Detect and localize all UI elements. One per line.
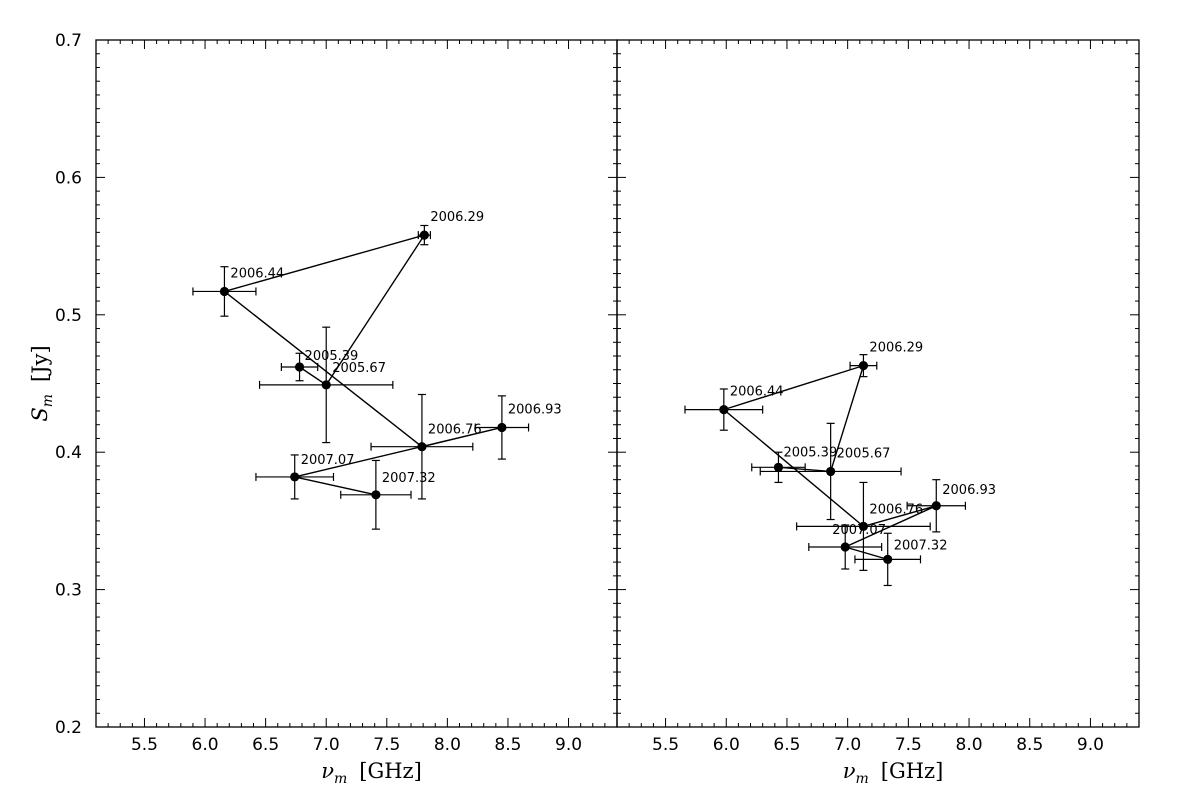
left-y-tick-label: 0.2 [55,718,82,738]
left-point-label: 2007.32 [382,471,436,486]
right-data-point [826,466,836,477]
left-point-label: 2007.07 [301,453,355,468]
right-x-tick-label: 7.0 [834,735,861,755]
left-y-tick-label: 0.5 [55,306,82,326]
right-x-tick-label: 7.5 [895,735,922,755]
left-y-tick-label: 0.6 [55,168,82,188]
left-series-line [222,233,503,496]
left-x-tick-label: 5.5 [131,735,158,755]
left-data-point [371,490,381,500]
panel-right: 5.5 6.0 6.5 7.0 7.5 8.0 8.5 9.0νm [GHz]2005.39 20… [616,39,1140,787]
right-data-point [773,462,784,472]
right-point-label: 2006.76 [869,502,923,517]
right-point-label: 2005.67 [837,446,891,461]
left-x-tick-label: 6.5 [252,735,279,755]
right-data-point [858,361,869,371]
left-y-tick-label: 0.7 [55,31,82,51]
left-point-label: 2006.76 [428,423,482,438]
right-data-point [931,501,941,511]
left-y-axis-label: Sm[Jy] [28,345,56,421]
left-x-tick-label: 7.0 [313,735,340,755]
right-x-tick-label: 8.0 [956,735,983,755]
right-x-axis-label: νm [GHz] [843,759,944,787]
left-data-point [294,362,305,372]
left-point-label: 2006.44 [230,266,284,281]
right-x-tick-label: 8.5 [1016,735,1043,755]
left-data-point [419,230,429,240]
right-point-label: 2007.07 [832,523,886,538]
right-point-label: 2007.32 [894,538,948,553]
left-data-point [497,422,507,433]
left-data-point [290,472,300,482]
right-data-point [858,521,869,531]
left-x-tick-label: 8.0 [434,735,461,755]
left-point-label: 2006.29 [430,210,484,225]
right-data-point [840,542,850,552]
left-point-label: 2005.67 [332,361,386,376]
right-point-label: 2005.39 [783,445,837,460]
right-point-label: 2006.44 [730,385,784,400]
left-data-point [417,442,427,452]
panel-left: 5.5 6.0 6.5 7.0 7.5 8.0 8.5 9.0 0.2 0.3 0.4 0.5 0.6 0… [28,31,618,787]
left-x-tick-label: 7.5 [373,735,400,755]
right-axes-frame [616,39,1140,728]
left-y-tick-label: 0.4 [55,443,82,463]
right-x-tick-label: 5.5 [652,735,679,755]
right-point-label: 2006.93 [942,483,996,498]
right-x-tick-label: 6.0 [713,735,740,755]
left-data-point [219,286,230,297]
left-x-tick-label: 9.0 [555,735,582,755]
right-data-point [883,554,893,564]
left-x-tick-label: 8.5 [494,735,521,755]
right-x-tick-label: 9.0 [1077,735,1104,755]
left-x-tick-label: 6.0 [192,735,219,755]
left-x-axis-label: νm [GHz] [321,759,422,787]
right-series-line [722,364,937,561]
right-data-point [719,405,729,415]
right-point-label: 2006.29 [869,341,923,356]
left-point-label: 2006.93 [508,402,562,417]
right-x-tick-label: 6.5 [773,735,800,755]
left-point-label: 2005.39 [305,349,359,364]
left-data-point [321,380,331,390]
left-y-tick-label: 0.3 [55,581,82,601]
left-axes-frame [95,39,618,728]
